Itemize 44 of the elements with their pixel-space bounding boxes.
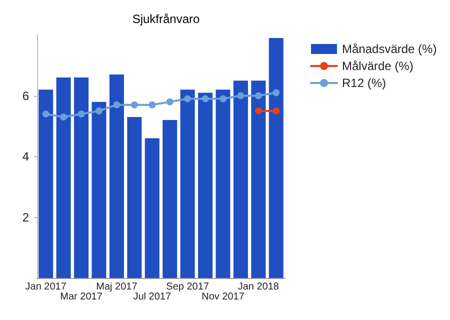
bar	[233, 80, 248, 278]
bar	[216, 90, 230, 278]
x-tick-label: Jan 2018	[238, 282, 280, 292]
point	[202, 95, 209, 102]
point	[237, 92, 244, 100]
point	[42, 110, 50, 118]
legend-label: Målvärde (%)	[342, 59, 414, 73]
bar	[251, 80, 266, 278]
chart-title: Sjukfrånvaro	[132, 12, 200, 26]
x-tick-label: Mar 2017	[60, 292, 103, 302]
point	[113, 101, 120, 108]
legend-label: R12 (%)	[342, 76, 386, 90]
point	[272, 89, 280, 96]
x-tick-label: Nov 2017	[202, 292, 245, 302]
x-tick-label: Sep 2017	[166, 282, 210, 292]
y-tick-label: 4	[22, 150, 30, 164]
point	[254, 107, 262, 114]
point	[166, 98, 174, 106]
x-tick-label: Jan 2017	[25, 282, 67, 292]
point	[220, 95, 226, 102]
bar	[56, 78, 71, 278]
bar	[198, 92, 213, 278]
bar	[180, 90, 195, 278]
y-tick-label: 6	[22, 88, 30, 103]
bar	[268, 38, 284, 278]
bar	[127, 117, 142, 278]
point	[130, 101, 138, 108]
bar	[38, 90, 54, 278]
x-tick-label: Jul 2017	[133, 292, 172, 302]
bar	[109, 74, 124, 278]
legend-label: Månadsvärde (%)	[342, 42, 437, 56]
point	[254, 92, 262, 100]
point	[272, 107, 280, 114]
bar	[92, 102, 106, 278]
bar	[144, 138, 160, 278]
x-tick-label: Maj 2017	[96, 282, 138, 292]
point	[60, 114, 68, 121]
bar	[74, 78, 89, 278]
point	[78, 110, 85, 118]
point	[96, 107, 102, 114]
point	[184, 95, 192, 102]
bar	[162, 120, 178, 278]
point	[148, 101, 156, 108]
y-tick-label: 2	[22, 210, 30, 224]
